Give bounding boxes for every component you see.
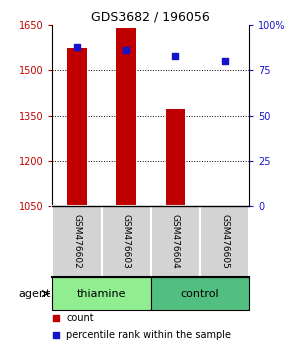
Text: count: count	[66, 314, 94, 324]
Text: percentile rank within the sample: percentile rank within the sample	[66, 330, 231, 340]
Point	[222, 58, 227, 64]
Text: GSM476603: GSM476603	[122, 214, 131, 269]
Title: GDS3682 / 196056: GDS3682 / 196056	[91, 11, 210, 24]
Bar	[102, 206, 151, 277]
Bar	[67, 48, 87, 206]
Text: agent: agent	[19, 289, 51, 298]
Bar	[151, 277, 249, 310]
Bar	[52, 277, 151, 310]
Point	[184, 97, 189, 103]
Text: GSM476605: GSM476605	[220, 214, 229, 269]
Text: GSM476602: GSM476602	[72, 214, 81, 269]
Bar	[52, 206, 102, 277]
Point	[184, 249, 189, 254]
Bar	[215, 205, 235, 206]
Text: GSM476604: GSM476604	[171, 214, 180, 269]
Bar	[151, 206, 200, 277]
Text: control: control	[181, 289, 220, 298]
Point	[173, 53, 178, 58]
Bar	[200, 206, 249, 277]
Point	[75, 44, 79, 50]
Text: thiamine: thiamine	[77, 289, 126, 298]
Bar	[166, 109, 185, 206]
Point	[124, 47, 128, 53]
Bar	[116, 28, 136, 206]
